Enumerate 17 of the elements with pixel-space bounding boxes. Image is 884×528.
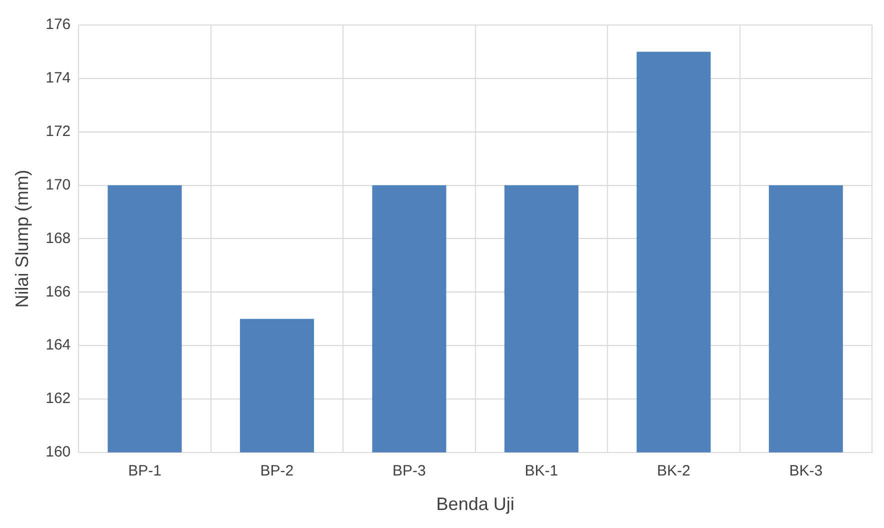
- x-tick-label: BP-1: [128, 462, 162, 480]
- y-tick-label: 172: [46, 122, 71, 140]
- x-tick-label: BK-1: [524, 462, 558, 480]
- y-tick-label: 160: [46, 444, 71, 461]
- x-tick-label: BK-3: [789, 462, 823, 480]
- y-tick-label: 162: [46, 390, 71, 408]
- x-tick-label: BP-3: [392, 462, 426, 480]
- y-tick-label: 164: [46, 336, 71, 354]
- y-axis-title: Nilai Slump (mm): [12, 170, 32, 308]
- y-tick-label: 170: [46, 176, 71, 194]
- x-tick-label: BP-2: [260, 462, 294, 480]
- y-tick-label: 174: [46, 70, 71, 87]
- y-tick-label: 176: [46, 16, 71, 34]
- x-axis-title: Benda Uji: [436, 494, 514, 514]
- x-tick-label: BK-2: [656, 462, 690, 480]
- y-tick-label: 168: [46, 230, 71, 247]
- y-tick-label: 166: [46, 283, 71, 300]
